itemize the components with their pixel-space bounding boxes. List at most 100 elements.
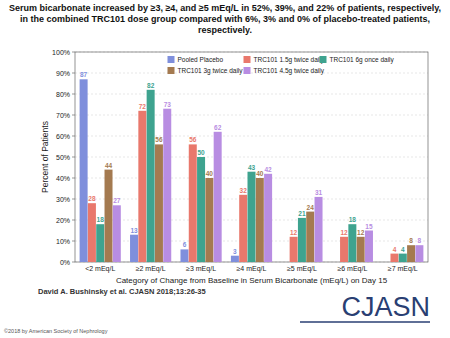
bar: [205, 178, 213, 262]
y-axis-label: Percent of Patients: [40, 121, 50, 193]
bar: [365, 231, 373, 263]
data-label: 82: [147, 82, 155, 89]
legend-label: TRC101 6g once daily: [330, 56, 395, 64]
category-label: <2 mEq/L: [85, 265, 115, 273]
data-label: 4: [401, 246, 405, 253]
x-axis-label: Category of Change from Baseline in Seru…: [116, 276, 388, 285]
category-label: ≥4 mEq/L: [237, 265, 267, 273]
bar: [298, 218, 306, 262]
data-label: 8: [409, 237, 413, 244]
bar: [306, 212, 314, 262]
legend-swatch: [320, 56, 327, 63]
data-label: 43: [248, 164, 256, 171]
bar: [382, 262, 390, 263]
data-label: 40: [206, 170, 214, 177]
data-label: 18: [97, 216, 105, 223]
legend-label: Pooled Placebo: [178, 56, 224, 63]
data-label: 42: [264, 166, 272, 173]
tick-mark: [72, 178, 75, 179]
bar: [214, 132, 222, 262]
category-label: ≥6 mEq/L: [337, 265, 367, 273]
data-label: 73: [164, 101, 172, 108]
data-label: 44: [105, 162, 113, 169]
data-label: 15: [365, 223, 373, 230]
title: in the combined TRC101 dose group compar…: [20, 14, 430, 24]
grid-line: [75, 136, 428, 137]
category-label: ≥7 mEq/L: [388, 265, 418, 273]
tick-mark: [72, 220, 75, 221]
data-label: 12: [290, 229, 298, 236]
bar: [281, 262, 289, 263]
bar: [113, 205, 121, 262]
data-label: 56: [189, 136, 197, 143]
tick-label: 90%: [56, 70, 70, 77]
data-label: 28: [88, 195, 96, 202]
bar: [290, 237, 298, 262]
data-label: 62: [214, 124, 222, 131]
chart: Serum bicarbonate increased by ≥3, ≥4, a…: [0, 0, 450, 338]
journal-logo: CJASN: [341, 292, 430, 322]
data-label: 4: [393, 246, 397, 253]
data-label: 13: [130, 227, 138, 234]
tick-mark: [72, 52, 75, 53]
bar: [256, 178, 264, 262]
category-label: ≥5 mEq/L: [287, 265, 317, 273]
tick-label: 0%: [60, 259, 70, 266]
legend-swatch: [244, 56, 251, 63]
data-label: 12: [357, 229, 365, 236]
bar: [332, 262, 340, 263]
data-label: 8: [418, 237, 422, 244]
data-label: 32: [240, 187, 248, 194]
plot-frame: [75, 52, 428, 262]
bar: [239, 195, 247, 262]
bar: [147, 90, 155, 262]
data-label: 27: [113, 197, 121, 204]
tick-mark: [72, 199, 75, 200]
data-label: 72: [139, 103, 147, 110]
tick-label: 20%: [56, 217, 70, 224]
tick-label: 10%: [56, 238, 70, 245]
legend-swatch: [244, 67, 251, 74]
bar: [163, 109, 171, 262]
tick-label: 100%: [52, 49, 70, 56]
grid-line: [75, 94, 428, 95]
data-label: 56: [155, 136, 163, 143]
grid-line: [75, 73, 428, 74]
bar: [231, 256, 239, 262]
category-label: ≥2 mEq/L: [136, 265, 166, 273]
bar: [105, 170, 113, 262]
bar: [96, 224, 104, 262]
legend-swatch: [168, 56, 175, 63]
bar: [390, 254, 398, 262]
tick-label: 30%: [56, 196, 70, 203]
tick-mark: [72, 157, 75, 158]
tick-label: 80%: [56, 91, 70, 98]
bar: [415, 245, 423, 262]
legend-label: TRC101 1.5g twice daily: [254, 56, 325, 64]
bar: [189, 144, 197, 262]
grid-line: [75, 157, 428, 158]
title: respectively.: [198, 25, 252, 35]
logo-rule: [300, 321, 430, 323]
copyright: ©2018 by American Society of Nephrology: [4, 328, 108, 334]
bar: [138, 111, 146, 262]
data-label: 50: [197, 149, 205, 156]
tick-mark: [72, 262, 75, 263]
citation: David A. Bushinsky et al. CJASN 2018;13:…: [38, 287, 206, 296]
data-label: 12: [340, 229, 348, 236]
title: Serum bicarbonate increased by ≥3, ≥4, a…: [9, 3, 441, 13]
category-label: ≥3 mEq/L: [186, 265, 216, 273]
bar: [340, 237, 348, 262]
tick-label: 40%: [56, 175, 70, 182]
data-label: 18: [349, 216, 357, 223]
legend-swatch: [168, 67, 175, 74]
tick-mark: [72, 115, 75, 116]
bar: [248, 172, 256, 262]
bar: [197, 157, 205, 262]
legend-label: TRC101 4.5g twice daily: [254, 67, 325, 75]
bars: [80, 79, 424, 262]
data-label: 40: [256, 170, 264, 177]
bar: [88, 203, 96, 262]
tick-mark: [72, 73, 75, 74]
data-label: 6: [183, 241, 187, 248]
